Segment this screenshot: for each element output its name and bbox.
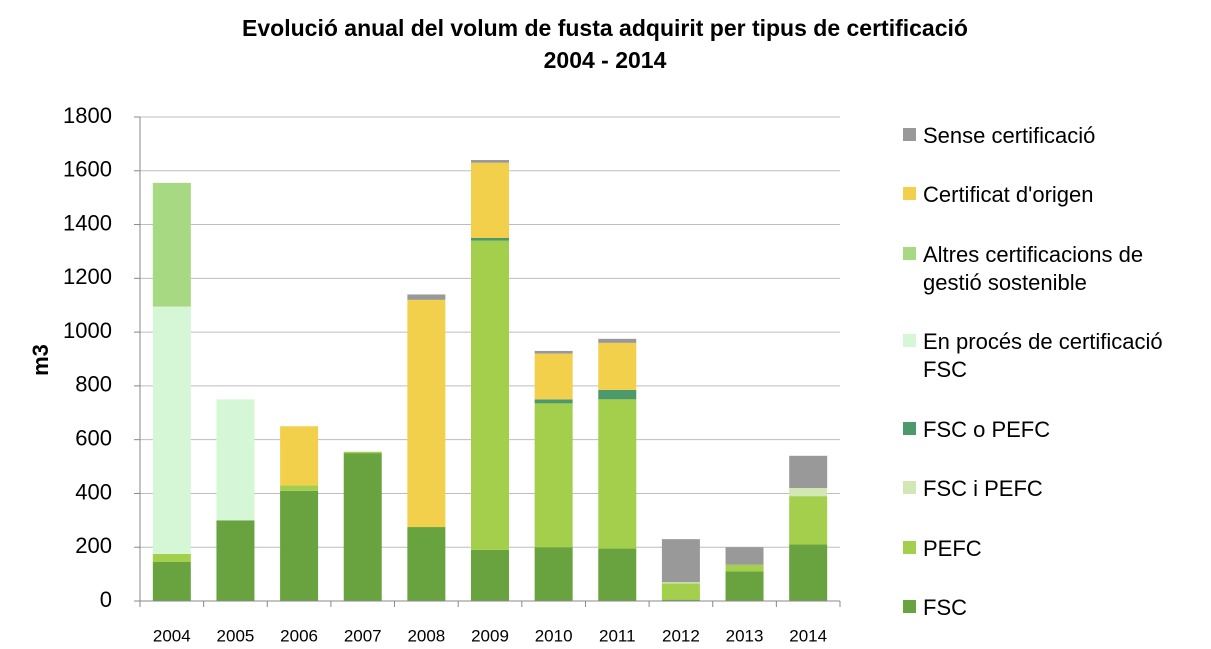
legend-entry: FSC o PEFC xyxy=(903,416,1203,444)
x-tick-label: 2008 xyxy=(407,626,445,645)
bar-segment xyxy=(534,399,573,404)
bar-segment xyxy=(598,389,637,400)
bar-segment xyxy=(534,403,573,548)
bar-segment xyxy=(280,426,319,486)
bar-segment xyxy=(471,549,509,601)
bar-segment xyxy=(407,294,446,300)
x-tick-label: 2014 xyxy=(789,626,827,645)
bar-segment xyxy=(280,490,319,601)
y-axis-label: m3 xyxy=(28,344,53,376)
bar-segment xyxy=(534,547,573,601)
bar-segment xyxy=(343,453,382,601)
y-tick-label: 1200 xyxy=(63,264,112,289)
bar-segment xyxy=(471,238,509,241)
bar-segment xyxy=(725,564,764,572)
y-tick-label: 1800 xyxy=(63,103,112,128)
legend-label: FSC o PEFC xyxy=(923,416,1051,442)
y-tick-label: 0 xyxy=(100,587,112,612)
legend-entry: En procés de certificació FSC xyxy=(903,328,1203,384)
x-tick-label: 2010 xyxy=(535,626,573,645)
legend-swatch xyxy=(903,246,916,260)
x-tick-label: 2004 xyxy=(153,626,191,645)
bar-segment xyxy=(534,350,573,354)
bar-segment xyxy=(725,571,764,601)
legend: Sense certificació Certificat d'origen Alt… xyxy=(903,122,1203,622)
legend-label: Certificat d'origen xyxy=(923,182,1094,208)
bar-segment xyxy=(471,240,509,550)
bar-segment xyxy=(661,583,700,600)
legend-label: FSC i PEFC xyxy=(923,476,1043,502)
x-tick-label: 2013 xyxy=(726,626,764,645)
chart-title: Evolució anual del volum de fusta adquir… xyxy=(242,15,968,41)
x-tick-label: 2007 xyxy=(344,626,382,645)
bar-segment xyxy=(407,527,446,601)
x-tick-label: 2006 xyxy=(280,626,318,645)
legend-label: Sense certificació xyxy=(923,123,1096,148)
bar-segment xyxy=(407,299,446,528)
bar-segment xyxy=(471,162,509,238)
legend-swatch xyxy=(903,334,916,348)
y-tick-label: 200 xyxy=(75,533,112,558)
bar-segment xyxy=(152,182,191,307)
y-tick-label: 400 xyxy=(75,479,112,504)
legend-label: Altres certificacions de gestió sostenib… xyxy=(923,241,1144,295)
legend-swatch xyxy=(903,481,916,495)
bar-segment xyxy=(789,496,828,545)
bar-segment xyxy=(152,562,191,601)
y-tick-label: 800 xyxy=(75,372,112,397)
bar-segment xyxy=(343,451,382,454)
legend-label: FSC xyxy=(923,594,967,620)
bar-segment xyxy=(598,338,637,343)
bar-segment xyxy=(280,485,319,491)
bar-segment xyxy=(598,342,637,390)
legend-entry: FSC xyxy=(903,594,1203,622)
bar-segment xyxy=(725,547,764,565)
bar-segment xyxy=(471,160,509,163)
x-tick-label: 2011 xyxy=(599,626,636,645)
bar-segment xyxy=(789,488,828,497)
legend-label: PEFC xyxy=(923,535,982,561)
bar-segment xyxy=(152,553,191,563)
bar-segment xyxy=(789,455,828,489)
x-tick-label: 2012 xyxy=(662,626,700,645)
y-tick-label: 1000 xyxy=(63,318,112,343)
bar-segment xyxy=(661,599,700,601)
bar-segment xyxy=(789,544,828,601)
legend-swatch xyxy=(903,599,916,613)
bar-segment xyxy=(661,582,700,584)
chart-subtitle: 2004 - 2014 xyxy=(544,47,667,73)
bar-segment xyxy=(216,399,255,521)
legend-swatch xyxy=(903,187,916,201)
bar-segment xyxy=(661,539,700,583)
bar-segment xyxy=(534,353,573,400)
bar-segment xyxy=(598,548,637,601)
legend-entry: Sense certificació xyxy=(903,122,1203,150)
y-tick-label: 1600 xyxy=(63,157,112,182)
x-tick-label: 2009 xyxy=(471,626,509,645)
legend-swatch xyxy=(903,128,916,141)
legend-entry: Altres certificacions de gestió sostenib… xyxy=(903,241,1203,297)
bar-segment xyxy=(598,399,637,549)
legend-label: En procés de certificació FSC xyxy=(923,329,1163,383)
bar-segment xyxy=(152,306,191,554)
legend-swatch xyxy=(903,421,916,435)
bar-segment xyxy=(216,520,255,601)
y-tick-label: 1400 xyxy=(63,210,112,235)
legend-entry: PEFC xyxy=(903,535,1203,563)
legend-entry: FSC i PEFC xyxy=(903,475,1203,503)
x-tick-label: 2005 xyxy=(217,626,255,645)
legend-swatch xyxy=(903,540,916,554)
legend-entry: Certificat d'origen xyxy=(903,181,1203,209)
y-tick-label: 600 xyxy=(75,425,112,450)
